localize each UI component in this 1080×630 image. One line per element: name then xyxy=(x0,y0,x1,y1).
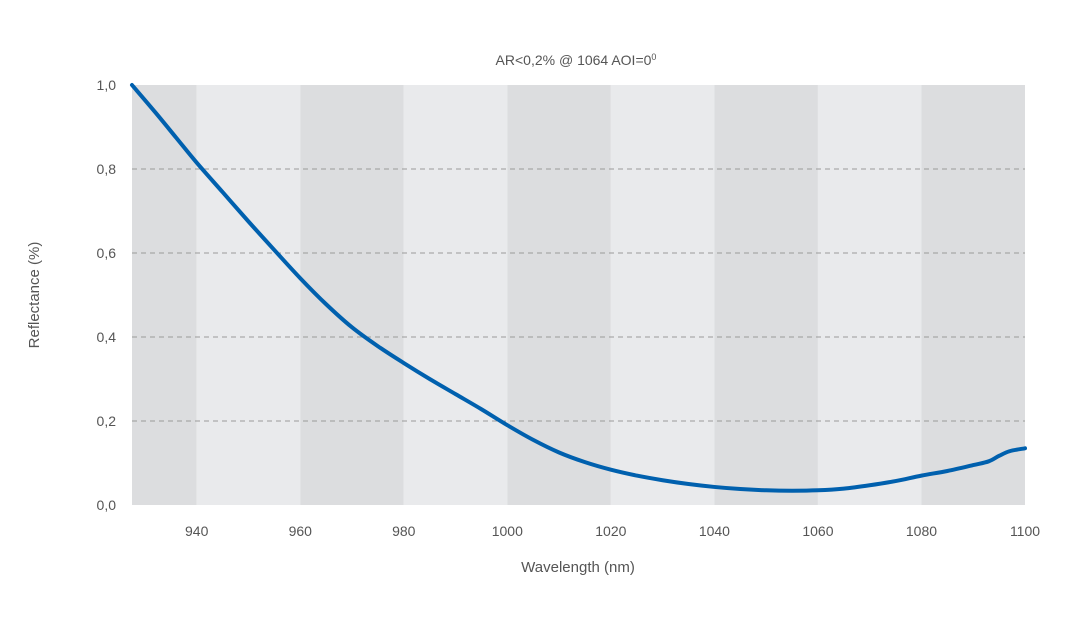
x-tick-label: 960 xyxy=(289,523,313,539)
gridlines xyxy=(132,168,1025,422)
x-tick-label: 1020 xyxy=(595,523,626,539)
x-axis-ticks: 940 960 980 1000 1020 1040 1060 1080 1100 xyxy=(185,523,1040,539)
y-axis-title: Reflectance (%) xyxy=(26,242,43,349)
background-band-1 xyxy=(196,85,301,505)
background-band-6 xyxy=(714,85,818,505)
x-tick-label: 1000 xyxy=(492,523,523,539)
x-tick-label: 1060 xyxy=(802,523,833,539)
y-tick-label: 0,8 xyxy=(97,161,117,177)
x-axis-title: Wavelength (nm) xyxy=(521,559,635,576)
background-band-5 xyxy=(610,85,715,505)
x-tick-label: 1080 xyxy=(906,523,937,539)
y-tick-label: 0,6 xyxy=(97,245,117,261)
background-band-4 xyxy=(507,85,611,505)
y-tick-label: 0,2 xyxy=(97,413,117,429)
chart-title-superscript: 0 xyxy=(651,52,656,62)
y-tick-label: 1,0 xyxy=(97,77,117,93)
series-line-reflectance xyxy=(130,83,1027,493)
background-band-8 xyxy=(921,85,1025,505)
background-bands xyxy=(132,85,1025,505)
background-band-3 xyxy=(403,85,508,505)
series-layer xyxy=(130,83,1027,493)
x-tick-label: 940 xyxy=(185,523,209,539)
y-tick-label: 0,0 xyxy=(97,497,117,513)
x-tick-label: 980 xyxy=(392,523,416,539)
x-tick-label: 1040 xyxy=(699,523,730,539)
y-axis-ticks: 0,0 0,2 0,4 0,6 0,8 1,0 xyxy=(97,77,117,513)
background-band-0 xyxy=(132,85,197,505)
chart-title-main: AR<0,2% @ 1064 AOI=0 xyxy=(496,52,652,68)
x-tick-label: 1100 xyxy=(1010,523,1040,539)
background-band-7 xyxy=(817,85,922,505)
chart-title: AR<0,2% @ 1064 AOI=00 xyxy=(496,52,657,68)
y-tick-label: 0,4 xyxy=(97,329,117,345)
